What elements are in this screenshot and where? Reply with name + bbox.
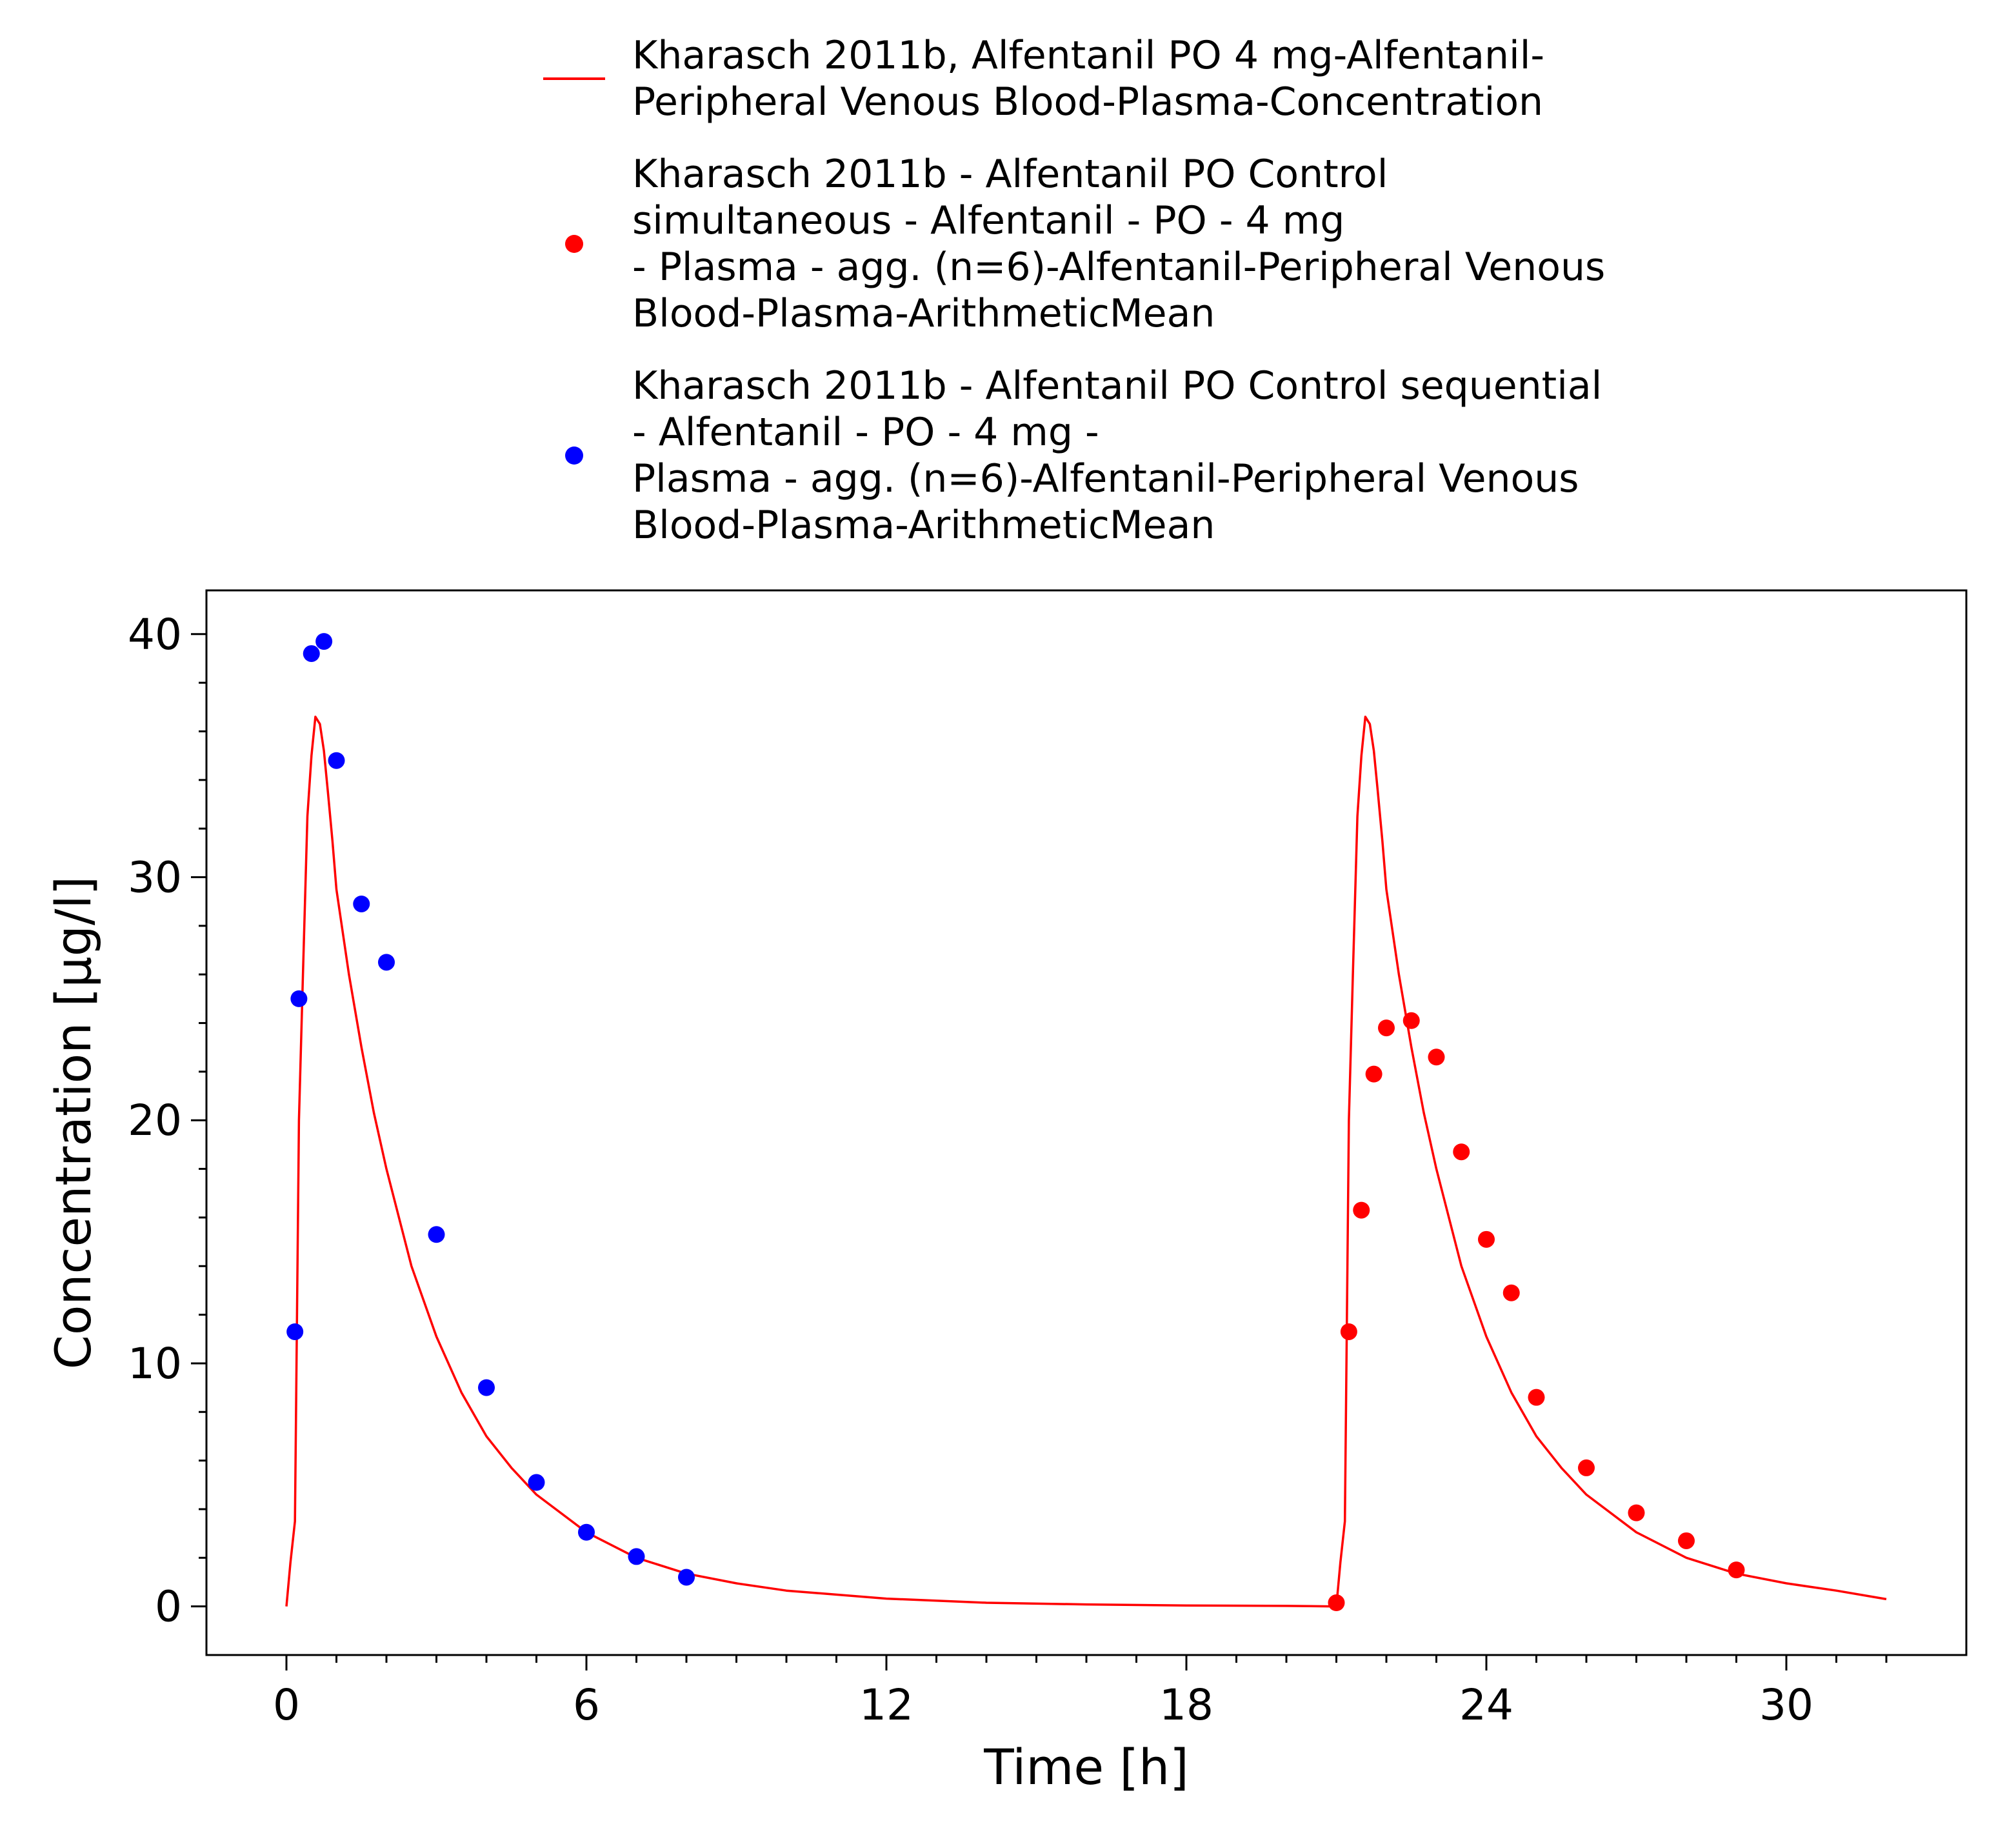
simultaneous-data-point: [1328, 1594, 1345, 1612]
simulation-line: [285, 716, 1887, 1608]
x-tick-label: 0: [273, 1680, 300, 1730]
x-tick-label: 30: [1759, 1680, 1813, 1730]
legend-item-simultaneous: Kharasch 2011b - Alfentanil PO Control s…: [535, 151, 1710, 337]
x-tick-label: 18: [1159, 1680, 1213, 1730]
simultaneous-data-point: [1628, 1504, 1645, 1521]
simultaneous-data-point: [1365, 1065, 1382, 1083]
sequential-data-point: [528, 1474, 545, 1491]
sequential-data-point: [578, 1523, 595, 1541]
legend-item-simulation: Kharasch 2011b, Alfentanil PO 4 mg-Alfen…: [535, 32, 1710, 125]
legend-dot-symbol: [535, 446, 613, 465]
x-tick-label: 24: [1459, 1680, 1513, 1730]
legend: Kharasch 2011b, Alfentanil PO 4 mg-Alfen…: [535, 32, 1710, 574]
y-tick-label: 10: [128, 1339, 182, 1389]
legend-dot-symbol: [535, 235, 613, 253]
sequential-data-point: [286, 1323, 304, 1340]
sequential-data-point: [328, 752, 345, 769]
simultaneous-data-point: [1340, 1323, 1357, 1340]
sequential-data-point: [353, 895, 370, 912]
y-axis: 0 10 20 30 40: [128, 610, 206, 1632]
y-tick-label: 30: [128, 853, 182, 903]
sequential-data-point: [428, 1226, 445, 1243]
simultaneous-data-point: [1378, 1019, 1395, 1037]
sequential-data-point: [315, 633, 333, 650]
simultaneous-data-point: [1478, 1230, 1495, 1248]
y-axis-label: Concentration [µg/l]: [45, 876, 102, 1369]
legend-item-sequential: Kharasch 2011b - Alfentanil PO Control s…: [535, 363, 1710, 548]
simultaneous-data-point: [1728, 1561, 1745, 1579]
y-tick-label: 0: [155, 1582, 182, 1632]
legend-label-sequential: Kharasch 2011b - Alfentanil PO Control s…: [632, 363, 1602, 548]
sequential-data-point: [478, 1379, 495, 1396]
simultaneous-data-point: [1678, 1532, 1695, 1549]
legend-label-simultaneous: Kharasch 2011b - Alfentanil PO Control s…: [632, 152, 1606, 336]
y-tick-label: 40: [128, 610, 182, 659]
legend-line-symbol: [535, 77, 613, 80]
sequential-data-point: [303, 645, 320, 662]
y-tick-label: 20: [128, 1096, 182, 1145]
sequential-data-point: [678, 1569, 695, 1586]
simultaneous-data-point: [1502, 1284, 1520, 1301]
x-tick-label: 6: [573, 1680, 600, 1730]
sequential-data-point: [290, 990, 308, 1007]
x-axis: 0 6 12 18 24 30: [273, 1655, 1888, 1730]
simultaneous-data-point: [1402, 1012, 1420, 1029]
x-tick-label: 12: [859, 1680, 913, 1730]
simultaneous-data-point: [1528, 1389, 1545, 1406]
sequential-data-point: [378, 954, 395, 971]
simultaneous-data-point: [1428, 1048, 1445, 1066]
simultaneous-data-point: [1578, 1459, 1595, 1476]
legend-label-simulation: Kharasch 2011b, Alfentanil PO 4 mg-Alfen…: [632, 33, 1545, 125]
simultaneous-data-point: [1353, 1201, 1370, 1219]
plot-frame: [205, 589, 1968, 1656]
simultaneous-data-point: [1453, 1143, 1470, 1161]
x-axis-label: Time [h]: [983, 1738, 1189, 1796]
series-layer: [285, 633, 1887, 1612]
sequential-data-point: [628, 1548, 645, 1565]
